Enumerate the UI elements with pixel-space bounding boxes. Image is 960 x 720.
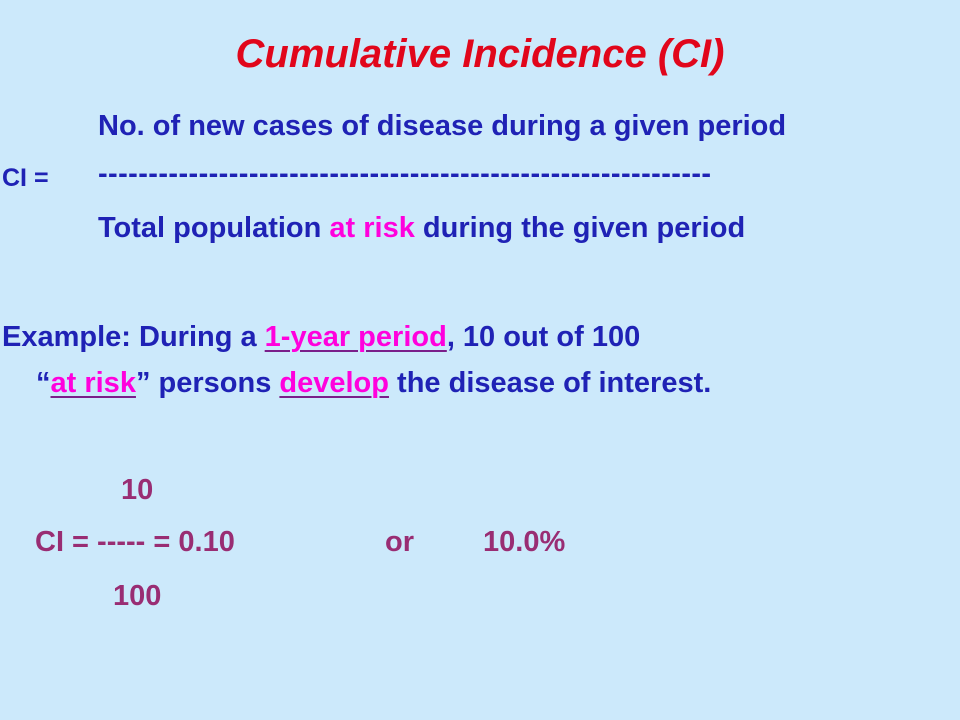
at-risk-highlight: at risk (329, 212, 415, 244)
denominator-pre: Total population (98, 212, 330, 244)
calc-denominator: 100 (113, 580, 162, 612)
one-year-period-link[interactable]: 1-year period (264, 321, 447, 353)
quote-open: “ (36, 367, 51, 399)
example-line-1: Example: During a 1-year period, 10 out … (2, 321, 640, 354)
calc-numerator: 10 (121, 474, 154, 506)
example-line-2: “at risk” persons develop the disease of… (36, 367, 711, 400)
formula-numerator: No. of new cases of disease during a giv… (98, 110, 787, 142)
slide-title: Cumulative Incidence (CI) (235, 32, 725, 76)
calc-percent: 10.0% (483, 526, 566, 558)
formula-lhs: CI = (2, 164, 49, 192)
example-line1-pre: Example: During a (2, 321, 265, 353)
example-line2-mid: ” persons (135, 367, 280, 399)
denominator-post: during the given period (414, 212, 746, 244)
formula-divider: ----------------------------------------… (98, 158, 712, 190)
example-line2-post: the disease of interest. (388, 367, 712, 399)
example-line1-post: , 10 out of 100 (446, 321, 641, 353)
develop-link[interactable]: develop (279, 367, 389, 399)
calc-or: or (385, 526, 414, 558)
formula-denominator: Total population at risk during the give… (98, 212, 745, 245)
calc-expression: CI = ----- = 0.10 (35, 526, 235, 558)
at-risk-link[interactable]: at risk (50, 367, 136, 399)
